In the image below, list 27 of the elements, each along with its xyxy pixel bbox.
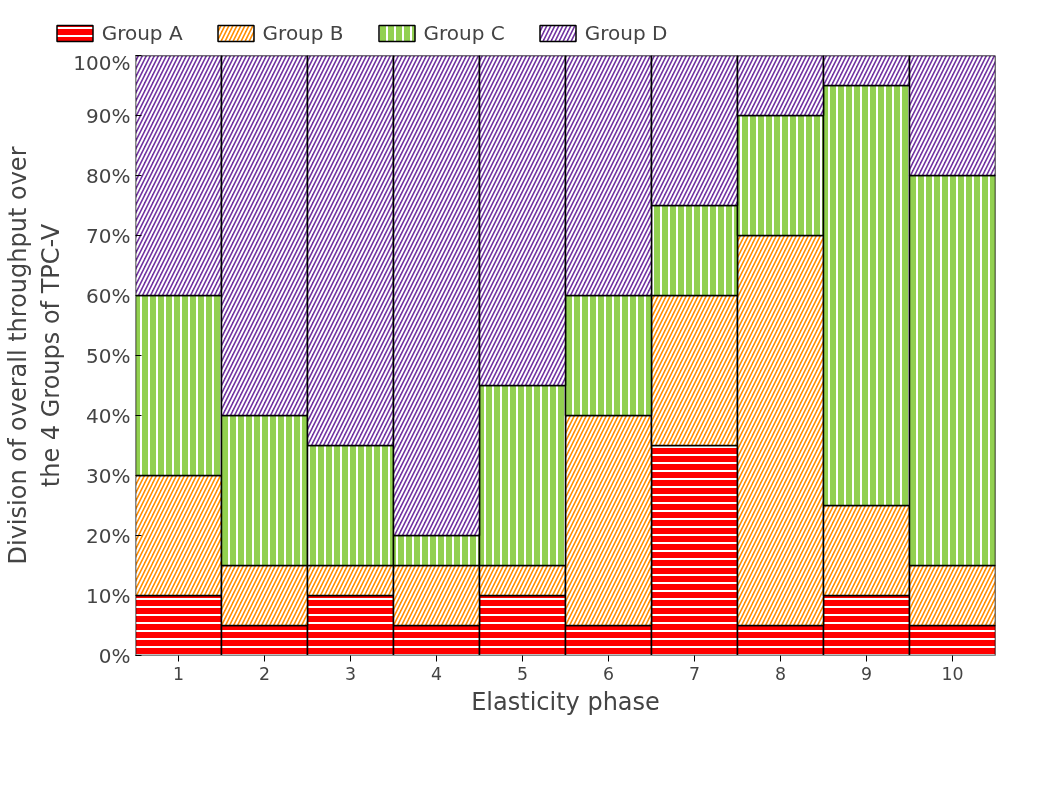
legend-label: Group B bbox=[262, 21, 344, 45]
y-tick-label: 40% bbox=[86, 403, 131, 428]
y-tick-label: 0% bbox=[98, 643, 131, 668]
legend-label: Group D bbox=[584, 21, 668, 45]
x-tick-label: 8 bbox=[774, 663, 787, 684]
y-tick-label: 50% bbox=[86, 343, 131, 368]
x-tick-label: 10 bbox=[941, 663, 964, 684]
x-axis-title: Elasticity phase bbox=[471, 687, 660, 716]
legend-label: Group A bbox=[101, 21, 183, 45]
y-tick-label: 20% bbox=[86, 523, 131, 548]
x-tick-label: 5 bbox=[516, 663, 529, 684]
y-axis-title: Division of overall throughput over the 4 Groups of TPC-V bbox=[3, 146, 66, 565]
x-tick-label: 1 bbox=[172, 663, 185, 684]
y-tick-label: 10% bbox=[86, 583, 131, 608]
legend-label: Group C bbox=[423, 21, 505, 45]
x-tick-label: 2 bbox=[258, 663, 271, 684]
y-tick-label: 70% bbox=[86, 223, 131, 248]
x-tick-label: 9 bbox=[860, 663, 873, 684]
y-tick-label: 60% bbox=[86, 283, 131, 308]
x-tick-label: 6 bbox=[602, 663, 615, 684]
y-tick-label: 90% bbox=[86, 103, 131, 128]
y-tick-label: 30% bbox=[86, 463, 131, 488]
x-tick-label: 7 bbox=[688, 663, 701, 684]
x-tick-label: 4 bbox=[430, 663, 443, 684]
y-tick-label: 80% bbox=[86, 163, 131, 188]
y-tick-label: 100% bbox=[73, 50, 131, 75]
x-tick-label: 3 bbox=[344, 663, 357, 684]
